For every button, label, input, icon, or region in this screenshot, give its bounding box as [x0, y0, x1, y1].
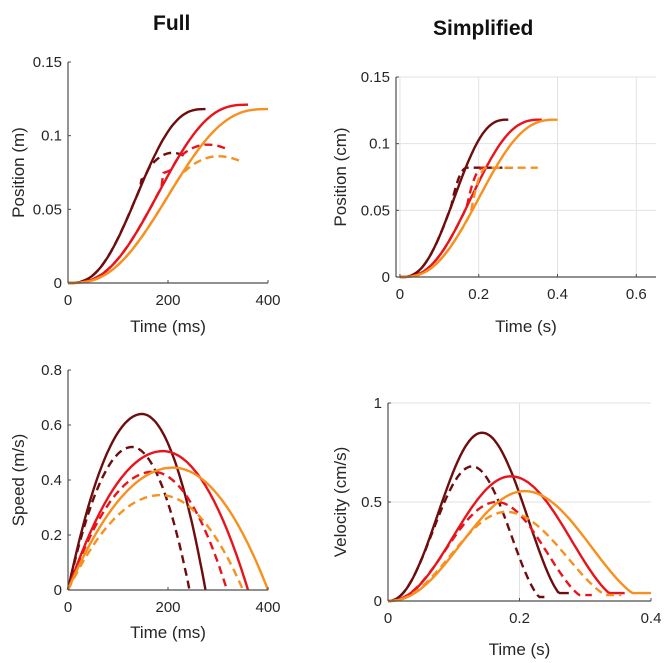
series-red-dashed: [68, 143, 228, 285]
series-red-solid: [66, 449, 250, 591]
series-dark-solid: [387, 431, 569, 603]
y-tick-label: 0: [382, 269, 390, 286]
y-tick-label: 0.1: [41, 128, 62, 145]
y-axis-label: Velocity (cm/s): [331, 447, 350, 558]
x-axis-label: Time (ms): [130, 317, 206, 336]
series-dark-dashed: [399, 166, 503, 279]
chart-simplified-position: 0 0.2 0.4 0.6 0 0.05 0.1 0.15 Time (s) Position (…: [331, 69, 656, 336]
series-orange-dashed: [68, 155, 244, 285]
chart-full-speed: 0 200 400 0 0.2 0.4 0.6 0.8 Time (ms) Speed (m/s): [9, 362, 281, 642]
series-orange-dashed: [66, 493, 245, 591]
y-tick-label: 0: [54, 582, 62, 599]
series-orange-solid: [66, 466, 270, 591]
column-title-simplified: Simplified: [433, 17, 534, 40]
series-red-dashed: [66, 470, 229, 591]
y-tick-label: 0.6: [41, 417, 62, 434]
chart-simplified-velocity: 0 0.2 0.4 0 0.5 1 Time (s) Velocity (cm/s): [331, 395, 661, 659]
x-tick-label: 400: [255, 292, 280, 309]
x-tick-label: 0: [64, 599, 72, 616]
series-orange-dashed: [399, 166, 538, 279]
series-orange-solid: [68, 107, 268, 285]
y-axis-label: Speed (m/s): [9, 434, 28, 527]
x-tick-label: 400: [255, 599, 280, 616]
y-tick-label: 0.5: [361, 494, 382, 511]
series-orange-dashed: [388, 510, 622, 603]
x-tick-label: 200: [155, 292, 180, 309]
y-tick-label: 0.1: [369, 136, 390, 153]
y-tick-label: 0.2: [41, 527, 62, 544]
y-axis-label: Position (m): [9, 127, 28, 218]
x-axis-label: Time (s): [495, 317, 557, 336]
y-tick-label: 0: [54, 275, 62, 292]
x-axis-label: Time (ms): [130, 623, 206, 642]
series-red-dashed: [388, 500, 592, 603]
x-tick-label: 0.2: [509, 610, 530, 627]
series-red-solid: [399, 118, 542, 279]
y-tick-label: 0.4: [41, 472, 62, 489]
y-tick-label: 0.15: [33, 54, 62, 71]
series-dark-solid: [66, 412, 207, 591]
y-axis-label: Position (cm): [331, 127, 350, 226]
y-tick-label: 0.15: [361, 69, 390, 86]
y-tick-label: 0: [374, 593, 382, 610]
series-dark-dashed: [387, 465, 546, 603]
x-tick-label: 0.2: [468, 286, 489, 303]
x-tick-label: 200: [155, 599, 180, 616]
y-tick-label: 0.05: [33, 201, 62, 218]
series-orange-solid: [388, 489, 651, 603]
series-dark-dashed: [66, 445, 191, 591]
series-red-solid: [387, 475, 625, 603]
chart-full-position: 0 200 400 0 0.05 0.1 0.15 Time (ms) Position (m): [9, 54, 281, 336]
x-tick-label: 0.4: [641, 610, 662, 627]
x-tick-label: 0.4: [547, 286, 568, 303]
x-tick-label: 0.6: [626, 286, 647, 303]
series-dark-dashed: [68, 151, 189, 285]
y-tick-label: 0.8: [41, 362, 62, 379]
x-tick-label: 0: [396, 286, 404, 303]
column-title-full: Full: [153, 12, 191, 35]
y-tick-label: 1: [374, 395, 382, 412]
x-tick-label: 0: [384, 610, 392, 627]
x-tick-label: 0: [64, 292, 72, 309]
x-axis-label: Time (s): [489, 640, 551, 659]
y-tick-label: 0.05: [361, 202, 390, 219]
